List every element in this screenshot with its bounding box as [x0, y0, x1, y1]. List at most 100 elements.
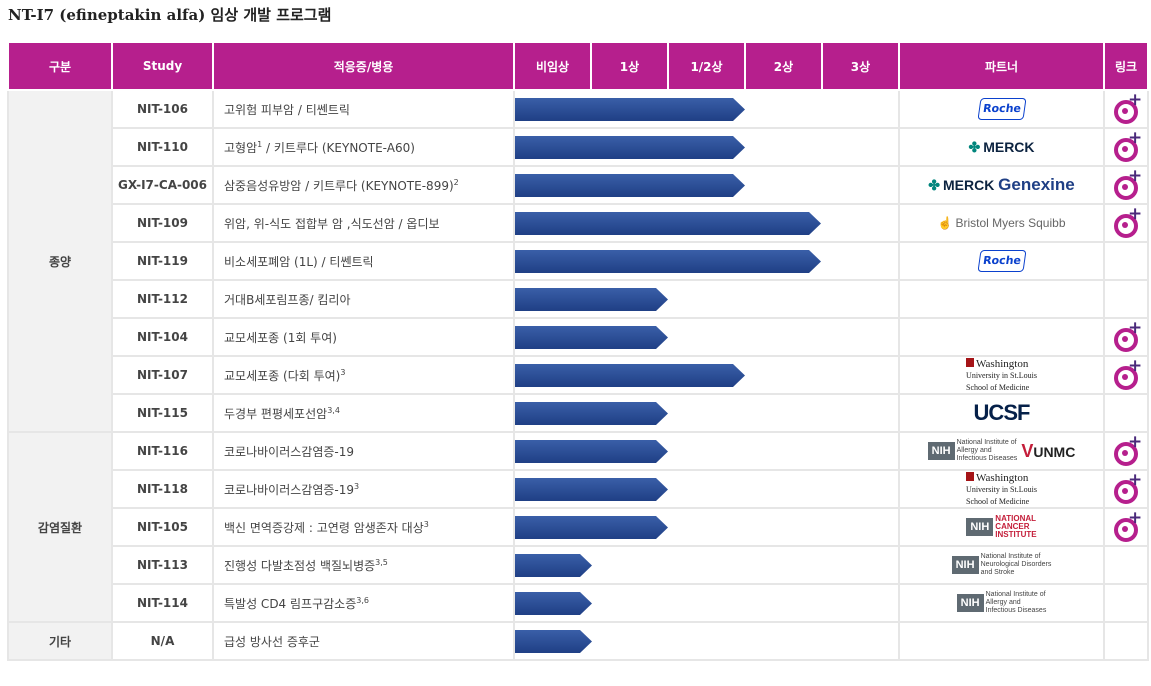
progress-cell: [513, 203, 900, 243]
table-row: GX-I7-CA-006 삼중음성유방암 / 키트루다 (KEYNOTE-899…: [8, 165, 1149, 205]
detail-link-icon[interactable]: +: [1113, 92, 1142, 124]
progress-cell: [513, 621, 900, 661]
washu-logo: Washington University in St.Louis School o…: [966, 471, 1037, 506]
indication-text: 위암, 위-식도 접합부 암 ,식도선암 / 옵디보: [224, 216, 440, 231]
detail-link-icon[interactable]: +: [1113, 358, 1142, 390]
table-row: NIT-118 코로나바이러스감염증-193 Washington Univers…: [8, 469, 1149, 509]
study-id: NIT-118: [111, 469, 214, 509]
header-partner: 파트너: [898, 41, 1105, 91]
partner-logo-merck: ✤ MERCK: [898, 127, 1105, 167]
partner-logo-roche: Roche: [898, 241, 1105, 281]
study-id: NIT-113: [111, 545, 214, 585]
link-cell: [1103, 621, 1149, 661]
detail-link-icon[interactable]: +: [1113, 206, 1142, 238]
study-id: NIT-115: [111, 393, 214, 433]
progress-cell: [513, 127, 900, 167]
table-row: 기타 N/A 급성 방사선 증후군: [7, 621, 1149, 661]
study-id: NIT-105: [111, 507, 214, 547]
partner-logo-roche: Roche: [898, 89, 1105, 129]
footnote-ref: 3,6: [356, 595, 369, 605]
detail-link-icon[interactable]: +: [1113, 434, 1142, 466]
progress-cell: [513, 355, 900, 395]
detail-link-icon[interactable]: +: [1113, 320, 1142, 352]
header-category: 구분: [7, 41, 113, 91]
indication-text: 거대B세포림프종/ 킴리아: [224, 292, 351, 307]
progress-bar: [515, 516, 668, 539]
merck-mark-icon: ✤: [928, 177, 940, 193]
table-row: 감염질환 NIT-116 코로나바이러스감염증-19 NIHNational I…: [7, 431, 1149, 623]
progress-cell: [513, 469, 900, 509]
detail-link-icon[interactable]: +: [1113, 472, 1142, 504]
study-id: NIT-114: [111, 583, 214, 623]
pipeline-table: 구분 Study 적응증/병용 비임상 1상 1/2상 2상 3상 파트너 링크…: [7, 41, 1149, 661]
merck-logo: ✤ MERCK: [928, 177, 995, 193]
progress-bar: [515, 98, 745, 121]
progress-cell: [513, 241, 900, 281]
table-row: NIT-114 특발성 CD4 림프구감소증3,6 NIHNational In…: [8, 583, 1149, 623]
partner-logo-ninds: NIHNational Institute of Neurological Di…: [898, 545, 1105, 585]
link-cell: +: [1103, 355, 1149, 395]
table-row: NIT-113 진행성 다발초점성 백질뇌병증3,5 NIHNational I…: [8, 545, 1149, 585]
indication-text: 교모세포종 (1회 투여): [224, 330, 337, 345]
table-row: NIT-110 고형암1 / 키트루다 (KEYNOTE-A60) ✤ MERCK…: [8, 127, 1149, 167]
partner-logo-washu: Washington University in St.Louis School o…: [898, 355, 1105, 395]
link-cell: [1103, 279, 1149, 319]
detail-link-icon[interactable]: +: [1113, 510, 1142, 542]
header-phase1: 1상: [590, 41, 669, 91]
indication-text: 고위험 피부암 / 티쎈트릭: [224, 102, 350, 117]
header-phase2: 2상: [744, 41, 823, 91]
partner-logo-washu: Washington University in St.Louis School o…: [898, 469, 1105, 509]
footnote-ref: 3,4: [327, 405, 340, 415]
category-infection: 감염질환: [7, 431, 113, 623]
study-id: NIT-106: [111, 89, 214, 129]
indication-text: 교모세포종 (다회 투여): [224, 368, 341, 383]
nih-logo: NIH: [927, 442, 955, 460]
indication: 고형암1 / 키트루다 (KEYNOTE-A60): [212, 127, 515, 167]
progress-cell: [513, 393, 900, 433]
link-cell: +: [1103, 165, 1149, 205]
footnote-ref: 1: [257, 139, 263, 149]
header-preclinical: 비임상: [513, 41, 592, 91]
header-link: 링크: [1103, 41, 1149, 91]
washu-crest-icon: [966, 471, 975, 481]
link-cell: +: [1103, 317, 1149, 357]
header-row: 구분 Study 적응증/병용 비임상 1상 1/2상 2상 3상 파트너 링크: [7, 41, 1149, 91]
indication-text: 비소세포폐암 (1L) / 티쎈트릭: [224, 254, 374, 269]
progress-cell: [513, 89, 900, 129]
footnote-ref: 3: [340, 367, 346, 377]
link-cell: +: [1103, 507, 1149, 547]
study-id: NIT-104: [111, 317, 214, 357]
table-row: NIT-107 교모세포종 (다회 투여)3 Washington Univers…: [8, 355, 1149, 395]
detail-link-icon[interactable]: +: [1113, 130, 1142, 162]
progress-bar: [515, 288, 668, 311]
indication-text-2: / 키트루다 (KEYNOTE-A60): [262, 140, 415, 155]
progress-bar: [515, 630, 592, 653]
detail-link-icon[interactable]: +: [1113, 168, 1142, 200]
progress-bar: [515, 212, 821, 235]
progress-cell: [513, 583, 900, 623]
nih-logo: NIH: [966, 518, 994, 536]
indication-text: 특발성 CD4 림프구감소증: [224, 596, 357, 611]
progress-bar: [515, 554, 592, 577]
table-row: NIT-104 교모세포종 (1회 투여) +: [8, 317, 1149, 357]
washu-logo: Washington University in St.Louis School o…: [966, 357, 1037, 392]
progress-cell: [513, 279, 900, 319]
table-row: 종양 NIT-106 고위험 피부암 / 티쎈트릭 Roche +: [7, 89, 1149, 433]
indication: 진행성 다발초점성 백질뇌병증3,5: [212, 545, 515, 585]
indication-text: 두경부 편평세포선암: [224, 406, 328, 421]
category-oncology: 종양: [7, 89, 113, 433]
partner-logo-niaid-unmc: NIHNational Institute of Allergy and Inf…: [898, 431, 1105, 471]
niaid-text: National Institute of Allergy and Infect…: [985, 591, 1047, 614]
progress-cell: [513, 507, 900, 547]
study-id: GX-I7-CA-006: [111, 165, 214, 205]
indication-text: 삼중음성유방암 / 키트루다 (KEYNOTE-899): [224, 178, 454, 193]
study-id: NIT-119: [111, 241, 214, 281]
table-row: NIT-119 비소세포폐암 (1L) / 티쎈트릭 Roche: [8, 241, 1149, 281]
indication-text: 백신 면역증강제 : 고연령 암생존자 대상: [224, 520, 424, 535]
indication-text: 고형암: [224, 140, 258, 155]
indication: 두경부 편평세포선암3,4: [212, 393, 515, 433]
indication: 위암, 위-식도 접합부 암 ,식도선암 / 옵디보: [212, 203, 515, 243]
indication: 비소세포폐암 (1L) / 티쎈트릭: [212, 241, 515, 281]
progress-bar: [515, 174, 745, 197]
partner-logo-bms: ☝ Bristol Myers Squibb: [898, 203, 1105, 243]
